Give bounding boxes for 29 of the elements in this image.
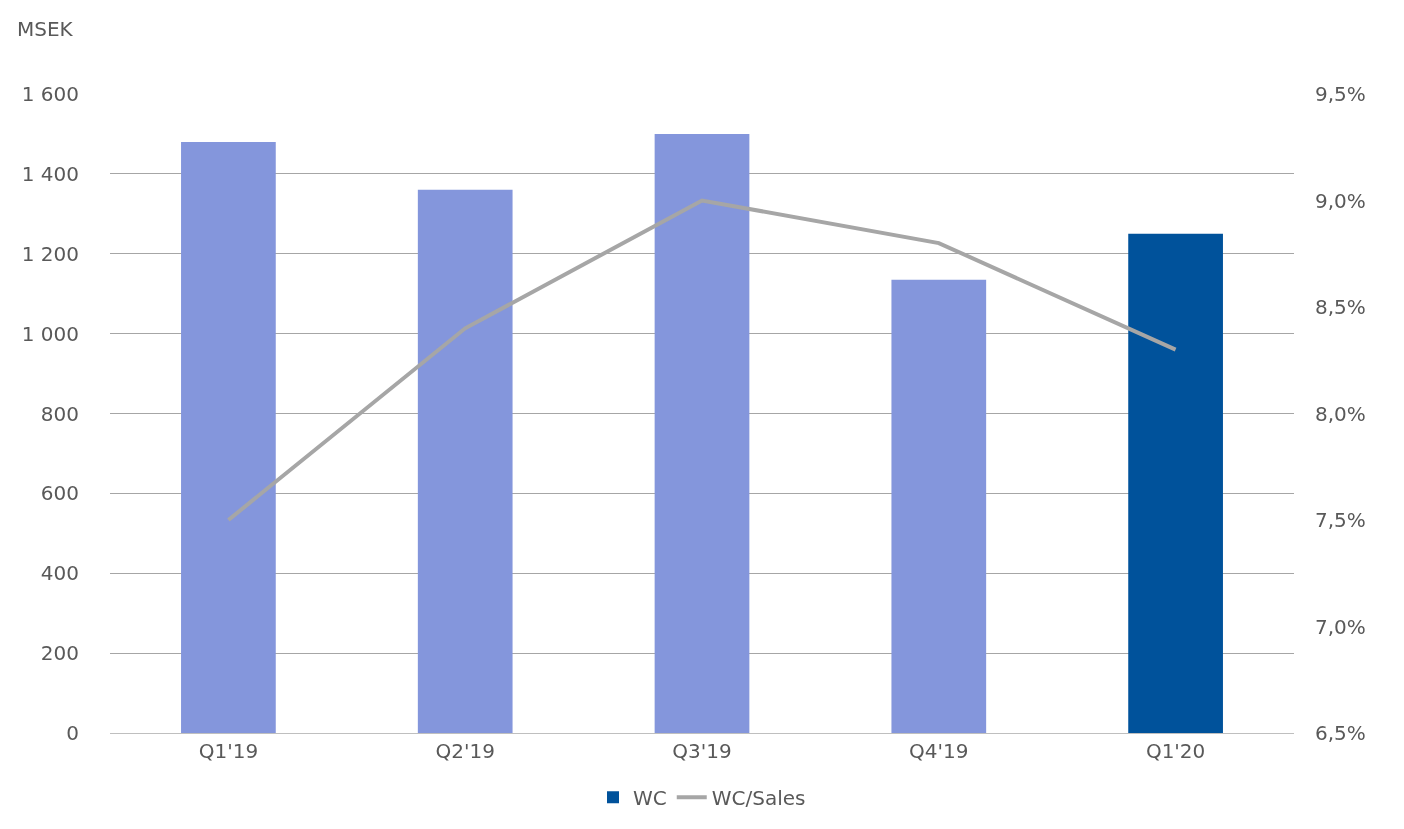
bar <box>1128 233 1223 733</box>
x-tick-label: Q3'19 <box>672 739 732 763</box>
y2-tick-label: 8,0% <box>1315 401 1366 426</box>
y-tick-label: 1 400 <box>21 161 79 186</box>
bar <box>654 133 750 733</box>
y2-tick-label: 9,5% <box>1315 82 1366 106</box>
y2-tick-label: 8,5% <box>1315 295 1366 319</box>
bar <box>181 141 276 733</box>
y-tick-label: 0 <box>66 721 79 745</box>
y-tick-label: 1 200 <box>21 241 79 266</box>
y-tick-label: 600 <box>40 481 79 506</box>
y2-tick-label: 6,5% <box>1315 721 1366 745</box>
y2-tick-label: 7,0% <box>1315 614 1366 639</box>
y-tick-label: 400 <box>40 561 79 586</box>
y-tick-label: 1 600 <box>21 82 79 106</box>
y-axis-title: MSEK <box>17 17 74 41</box>
y2-tick-label: 9,0% <box>1315 188 1366 213</box>
legend-label: WC <box>633 786 667 811</box>
bar <box>417 189 513 733</box>
x-tick-label: Q2'19 <box>435 739 495 763</box>
x-tick-label: Q4'19 <box>909 739 969 763</box>
y-tick-label: 800 <box>40 401 79 426</box>
x-tick-label: Q1'19 <box>198 739 259 763</box>
x-tick-label: Q1'20 <box>1145 739 1206 763</box>
y2-tick-label: 7,5% <box>1315 508 1366 532</box>
legend-label: WC/Sales <box>711 786 806 811</box>
bar <box>891 279 987 733</box>
y-tick-label: 200 <box>40 641 79 666</box>
y-tick-label: 1 000 <box>21 321 79 346</box>
